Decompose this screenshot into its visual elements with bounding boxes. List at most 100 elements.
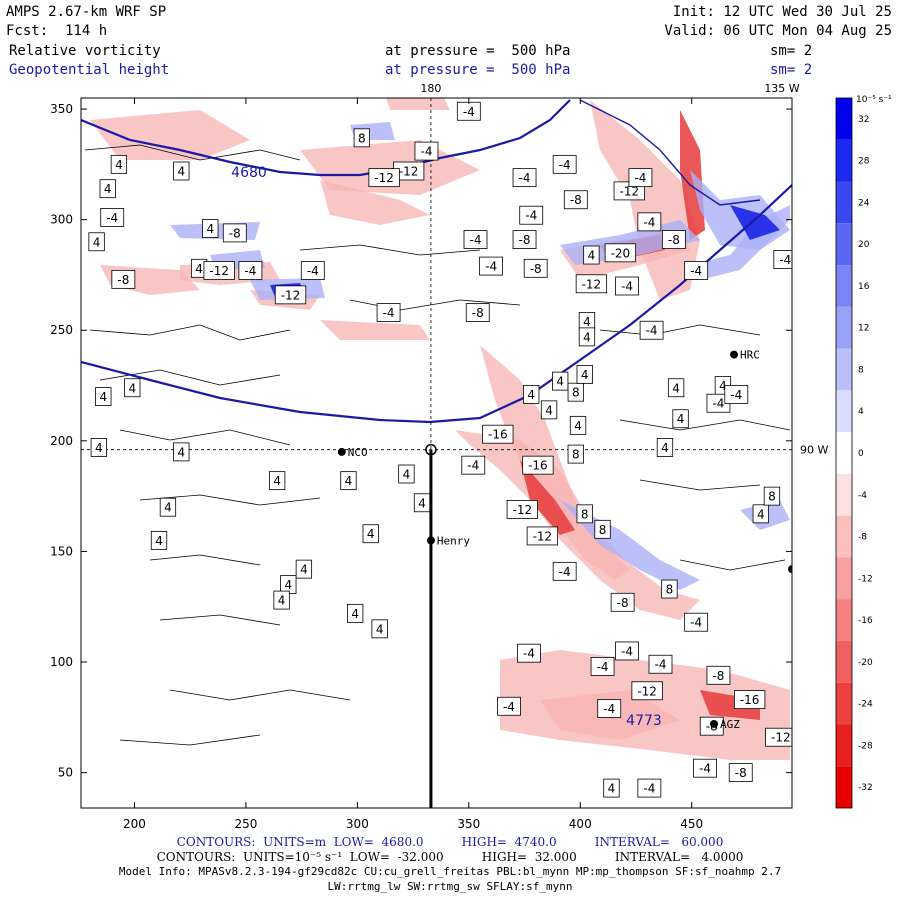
vorticity-contour-line <box>679 559 786 571</box>
contour-label: -4 <box>655 658 667 672</box>
contour-label-box <box>519 205 544 225</box>
colorbar-tick-label: -20 <box>858 658 873 668</box>
contour-label: 4 <box>104 182 112 196</box>
contour-label: 8 <box>768 490 776 504</box>
contour-label-box <box>578 327 596 347</box>
contour-label-box <box>552 154 577 174</box>
contour-label: -12 <box>619 184 639 198</box>
colorbar-units: 10⁻⁵ s⁻¹ <box>856 95 892 105</box>
contour-label: -4 <box>519 171 531 185</box>
vorticity-contour-line <box>299 244 481 256</box>
contour-label: -12 <box>637 684 657 698</box>
contour-label: -4 <box>383 306 395 320</box>
init-time: Init: 12 UTC Wed 30 Jul 25 <box>672 4 892 20</box>
contour-label-box <box>512 168 537 188</box>
colorbar-swatch <box>836 390 852 433</box>
field2-name: Geopotential height <box>9 62 170 78</box>
contour-label: -8 <box>570 193 582 207</box>
contour-label: 4 <box>757 507 765 521</box>
contour-label: 4 <box>300 563 308 577</box>
contour-label: -16 <box>488 428 508 442</box>
y-tick-label: 200 <box>50 434 73 448</box>
contour-label-box <box>567 382 584 402</box>
contour-label-box <box>523 258 548 278</box>
contour-label-box <box>512 230 537 249</box>
contour-label: -4 <box>603 702 615 716</box>
contour-label: -4 <box>467 459 479 473</box>
contour-label-box <box>569 415 587 435</box>
vorticity-contour-line <box>149 554 261 566</box>
contour-label-box <box>202 219 219 238</box>
colorbar-swatch <box>836 766 852 808</box>
contour-label: -4 <box>621 644 633 658</box>
contour-label-box <box>124 378 141 398</box>
contour-label: -4 <box>106 211 118 225</box>
contour-label-box <box>604 243 637 263</box>
colorbar-swatch <box>836 348 852 391</box>
contour-label: 4 <box>115 158 123 172</box>
station-marker <box>426 536 435 545</box>
contour-label: -4 <box>712 397 724 411</box>
contour-label: -4 <box>779 253 791 267</box>
contour-label: 4 <box>545 403 553 417</box>
x-tick-label: 200 <box>123 817 146 831</box>
contour-label: -8 <box>519 233 531 247</box>
colorbar-tick-label: 0 <box>858 449 864 459</box>
contour-label-box <box>274 285 307 305</box>
contour-label: 4 <box>284 578 292 592</box>
contour-label-box <box>615 276 639 296</box>
colorbar-tick-label: 16 <box>858 282 870 292</box>
contour-label: -12 <box>533 529 553 543</box>
contour-label: 4 <box>177 164 185 178</box>
contour-label-box <box>576 504 593 524</box>
field1-smoothing: sm= 2 <box>770 43 813 59</box>
contour-label-box <box>222 223 247 243</box>
station-marker <box>788 565 792 574</box>
contour-label: -12 <box>374 171 394 185</box>
x-tick-label: 400 <box>569 817 592 831</box>
contour-label: -8 <box>735 766 747 780</box>
contour-label: 4 <box>527 388 535 402</box>
meridian-label-180: 180 <box>420 82 441 95</box>
contour-label: 4 <box>677 412 685 426</box>
contour-label: -4 <box>643 215 655 229</box>
colorbar-tick-label: -32 <box>858 783 873 793</box>
contour-label-box <box>203 261 235 280</box>
contour-label-box <box>672 409 689 429</box>
contour-label-box <box>413 493 431 513</box>
contour-label-box <box>583 245 600 265</box>
colorbar-tick-label: 32 <box>858 115 869 125</box>
contour-label: 4 <box>164 501 172 515</box>
height-contour-4680-lower <box>81 184 792 424</box>
y-tick-label: 50 <box>58 766 73 780</box>
contour-label: 8 <box>599 523 607 537</box>
contour-label-box <box>238 261 263 280</box>
colorbar-tick-label: -24 <box>858 700 873 710</box>
contour-label-box <box>376 303 401 322</box>
vorticity-negative-region <box>90 110 250 160</box>
colorbar-swatch <box>836 473 852 516</box>
contour-label-box <box>594 519 611 539</box>
contour-label-box <box>368 168 400 188</box>
contour-label: -4 <box>503 700 515 714</box>
contour-label-box <box>648 654 673 674</box>
vorticity-strong-negative-region <box>520 460 575 535</box>
station-label: AGZ <box>720 718 740 731</box>
contour-label: -4 <box>646 324 658 338</box>
contour-label-box <box>371 619 388 639</box>
height-contour-secondary <box>579 99 761 206</box>
meridian-label-90w: 90 W <box>800 444 828 457</box>
contour-label-box <box>540 400 558 420</box>
model-info-radiation: LW:rrtmg_lw SW:rrtmg_sw SFLAY:sf_mynn <box>327 880 573 893</box>
contour-label: 4 <box>581 368 589 382</box>
field2-level: at pressure = 500 hPa <box>385 62 571 78</box>
contour-label-box <box>728 763 753 783</box>
contour-label: 8 <box>358 131 366 145</box>
contour-label: -16 <box>528 459 548 473</box>
colorbar-swatch <box>836 432 852 474</box>
colorbar-tick-label: -4 <box>858 491 867 501</box>
station-marker <box>337 447 346 456</box>
contour-label: -8 <box>617 596 629 610</box>
contour-label-box <box>268 471 286 491</box>
vorticity-negative-region <box>480 345 630 580</box>
